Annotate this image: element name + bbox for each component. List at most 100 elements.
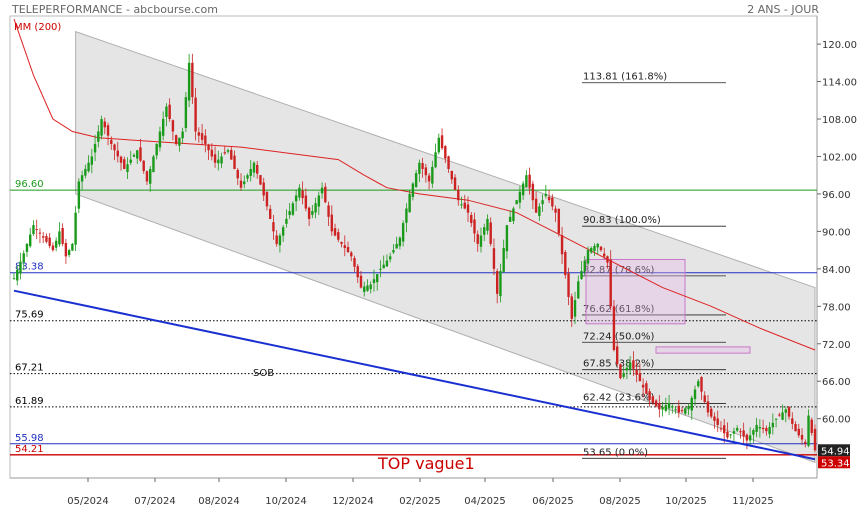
- support-trendline: [13, 289, 816, 461]
- candle-body: [113, 144, 116, 151]
- candle-body: [278, 235, 282, 246]
- fib-label: 62.42 (23.6%): [583, 393, 654, 404]
- candle-body: [376, 274, 379, 283]
- candle-body: [515, 200, 518, 205]
- candle-body: [641, 384, 645, 388]
- candle-body: [512, 208, 515, 222]
- candle-body: [350, 252, 353, 257]
- candle-body: [41, 236, 45, 238]
- level-label: 54.21: [15, 444, 44, 455]
- candle-body: [405, 208, 408, 223]
- y-tick-label: 96.00: [822, 190, 851, 201]
- candle-body: [547, 196, 551, 201]
- candle-body: [320, 187, 324, 194]
- candle-body: [667, 403, 671, 409]
- candle-body: [353, 258, 356, 267]
- candle-body: [178, 137, 181, 146]
- fib-label: 53.65 (0.0%): [583, 447, 648, 458]
- candle-body: [778, 414, 781, 416]
- candle-body: [356, 266, 359, 278]
- candle-body: [74, 212, 77, 245]
- candle-body: [538, 206, 541, 216]
- candle-body: [304, 195, 308, 209]
- level-label: 61.89: [15, 396, 44, 407]
- candle-body: [729, 434, 732, 436]
- candle-body: [12, 278, 16, 280]
- candle-body: [771, 422, 775, 428]
- candle-body: [794, 423, 797, 432]
- candle-body: [181, 131, 184, 139]
- candle-body: [787, 407, 791, 417]
- candle-body: [372, 279, 376, 283]
- candle-body: [661, 407, 664, 410]
- y-tick-label: 84.00: [822, 265, 851, 276]
- candle-body: [651, 396, 655, 404]
- candle-body: [207, 144, 210, 151]
- candle-body: [680, 410, 684, 412]
- candle-body: [684, 408, 687, 414]
- x-tick-label: 11/2025: [732, 496, 774, 507]
- candle-body: [648, 391, 651, 400]
- candle-body: [557, 208, 561, 234]
- candle-body: [311, 211, 314, 215]
- candle-body: [658, 403, 661, 410]
- sob-annotation: SOB: [253, 368, 274, 379]
- candle-body: [126, 164, 129, 172]
- x-tick-label: 10/2025: [665, 496, 707, 507]
- candle-body: [359, 275, 363, 288]
- candle-body: [288, 211, 291, 216]
- x-tick-label: 02/2025: [399, 496, 441, 507]
- candle-body: [752, 430, 755, 435]
- candle-body: [123, 159, 126, 169]
- candle-body: [382, 264, 385, 269]
- candle-body: [392, 250, 395, 253]
- candle-body: [77, 181, 81, 209]
- candle-body: [444, 146, 447, 159]
- x-tick-label: 07/2024: [134, 496, 176, 507]
- candle-body: [116, 150, 119, 157]
- y-tick-label: 60.00: [822, 415, 851, 426]
- candle-body: [758, 427, 762, 429]
- y-tick-label: 102.00: [822, 152, 857, 163]
- candle-body: [54, 240, 58, 248]
- candle-body: [460, 204, 463, 206]
- candle-body: [174, 135, 178, 144]
- last-price-tag: [818, 444, 850, 457]
- candle-body: [492, 248, 496, 269]
- candle-body: [106, 125, 110, 136]
- candle-body: [518, 191, 522, 203]
- level-label: 67.21: [15, 363, 44, 374]
- candle-body: [453, 177, 457, 190]
- candle-body: [252, 162, 256, 173]
- chart-title: TELEPERFORMANCE - abcbourse.com: [12, 3, 218, 16]
- candle-body: [567, 273, 570, 297]
- candle-body: [726, 431, 729, 438]
- candle-body: [51, 245, 55, 251]
- level-label: 96.60: [15, 179, 44, 190]
- candle-body: [152, 156, 155, 173]
- candle-body: [38, 232, 42, 234]
- candle-body: [246, 175, 249, 179]
- candle-body: [781, 412, 784, 420]
- candle-body: [294, 195, 298, 202]
- candle-body: [619, 364, 622, 379]
- candle-body: [401, 223, 405, 242]
- candle-body: [671, 406, 674, 408]
- candle-body: [262, 182, 265, 196]
- fib-label: 67.85 (38.2%): [583, 359, 654, 370]
- x-tick-label: 05/2024: [67, 496, 109, 507]
- candle-body: [797, 428, 800, 436]
- y-tick-label: 108.00: [822, 115, 857, 126]
- candle-body: [281, 227, 285, 236]
- candle-body: [457, 189, 460, 201]
- y-tick-label: 120.00: [822, 40, 857, 51]
- candle-body: [447, 156, 450, 169]
- candle-body: [291, 203, 295, 215]
- level-label: 75.69: [15, 310, 44, 321]
- candle-body: [768, 427, 771, 435]
- candle-body: [272, 222, 275, 232]
- candle-body: [324, 186, 327, 203]
- candle-body: [418, 162, 421, 174]
- candle-body: [807, 415, 810, 446]
- candle-body: [577, 281, 580, 299]
